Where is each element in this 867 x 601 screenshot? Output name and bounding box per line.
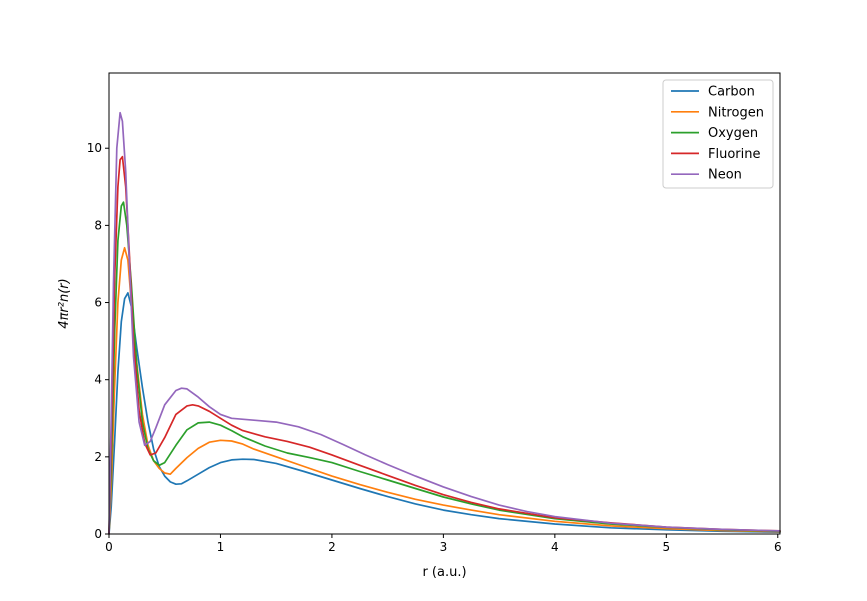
x-axis-ticks: 0 1 2 3 4 5 6 xyxy=(105,534,782,554)
y-tick-label: 2 xyxy=(94,450,102,464)
x-tick-label: 5 xyxy=(662,540,670,554)
axes-frame xyxy=(108,72,781,535)
y-tick-label: 10 xyxy=(87,141,102,155)
y-tick-label: 4 xyxy=(94,373,102,387)
x-tick-label: 2 xyxy=(328,540,336,554)
legend-label-neon: Neon xyxy=(708,168,742,183)
y-axis-ticks: 0 2 4 6 8 10 xyxy=(87,141,109,541)
y-axis-label: 4πr²n(r) xyxy=(57,278,72,328)
x-axis-label: r (a.u.) xyxy=(422,565,466,580)
y-tick-label: 0 xyxy=(94,527,102,541)
x-tick-label: 6 xyxy=(774,540,782,554)
legend-label-nitrogen: Nitrogen xyxy=(708,105,764,120)
series-line-nitrogen xyxy=(108,246,781,535)
x-tick-label: 4 xyxy=(551,540,559,554)
y-tick-label: 6 xyxy=(94,296,102,310)
x-tick-label: 3 xyxy=(440,540,448,554)
legend-box xyxy=(662,79,774,189)
legend-label-oxygen: Oxygen xyxy=(708,126,758,141)
x-tick-label: 0 xyxy=(105,540,113,554)
series-line-neon xyxy=(108,111,781,535)
y-tick-label: 8 xyxy=(94,218,102,232)
series-line-carbon xyxy=(108,292,781,535)
series-line-oxygen xyxy=(108,201,781,535)
legend-label-fluorine: Fluorine xyxy=(708,147,760,162)
series-layer xyxy=(108,111,781,535)
legend: Carbon Nitrogen Oxygen Fluorine Neon xyxy=(662,79,774,189)
legend-label-carbon: Carbon xyxy=(708,85,755,100)
x-tick-label: 1 xyxy=(217,540,225,554)
